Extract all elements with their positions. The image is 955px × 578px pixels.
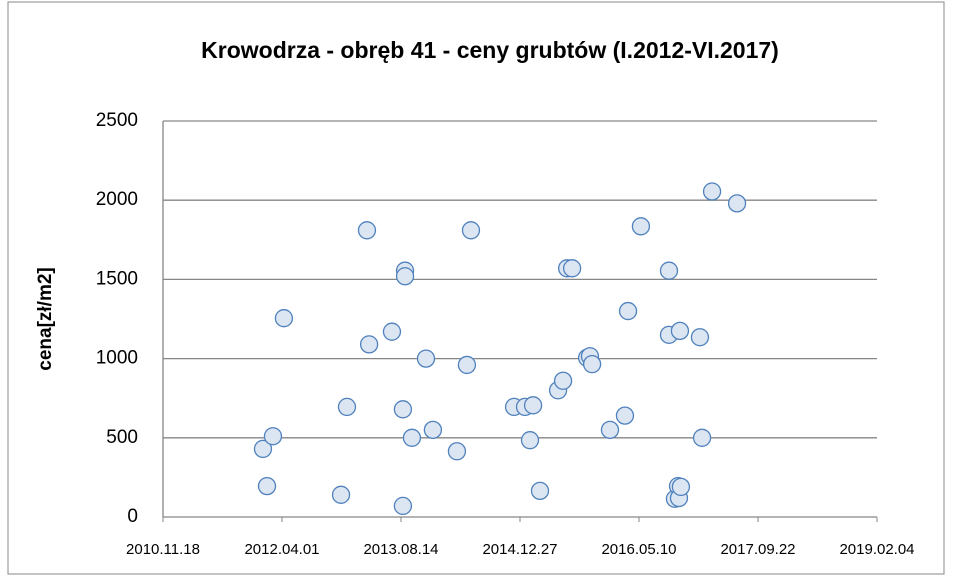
point — [727, 194, 747, 213]
y-tick-label: 2500 — [96, 110, 138, 131]
point — [253, 439, 273, 459]
point — [690, 328, 710, 347]
x-tick-label: 2014.12.27 — [482, 541, 557, 558]
y-tick-label: 1500 — [96, 268, 138, 289]
y-tick-label: 500 — [106, 427, 138, 448]
point — [423, 420, 443, 440]
x-tick-label: 2010.11.18 — [126, 541, 200, 558]
x-tick-label: 2016.05.10 — [601, 541, 676, 558]
point — [553, 371, 573, 390]
y-tick-label: 2000 — [96, 189, 138, 210]
point — [359, 335, 379, 354]
point — [402, 428, 422, 447]
point — [416, 349, 436, 368]
point — [659, 261, 679, 280]
y-axis-label: cena[zł/m2] — [35, 267, 56, 370]
point — [670, 321, 690, 341]
point — [520, 431, 540, 450]
point — [457, 355, 477, 375]
point — [257, 476, 277, 496]
point — [461, 221, 481, 240]
point — [618, 301, 638, 321]
point — [530, 481, 550, 501]
point — [331, 485, 351, 504]
point — [395, 267, 415, 286]
point — [702, 182, 722, 201]
x-tick-label: 2013.08.14 — [363, 541, 438, 558]
point — [692, 428, 712, 447]
chart-frame — [7, 1, 945, 575]
point — [582, 354, 602, 374]
point — [382, 322, 402, 341]
point — [357, 221, 377, 240]
point — [447, 442, 467, 461]
point — [337, 397, 357, 417]
point — [263, 427, 283, 446]
point — [600, 420, 620, 440]
point — [393, 496, 413, 516]
x-tick-label: 2012.04.01 — [244, 541, 319, 558]
x-tick-label: 2019.02.04 — [839, 541, 914, 558]
point — [615, 406, 635, 425]
y-tick-label: 1000 — [96, 348, 138, 369]
point — [393, 400, 413, 419]
x-tick-label: 2017.09.22 — [720, 541, 795, 558]
point — [523, 396, 543, 415]
point — [631, 217, 651, 236]
point — [274, 309, 294, 328]
chart-title: Krowodrza - obręb 41 - ceny grubtów (I.2… — [201, 37, 779, 63]
point — [562, 259, 582, 278]
point — [671, 477, 691, 497]
y-tick-label: 0 — [127, 506, 138, 527]
